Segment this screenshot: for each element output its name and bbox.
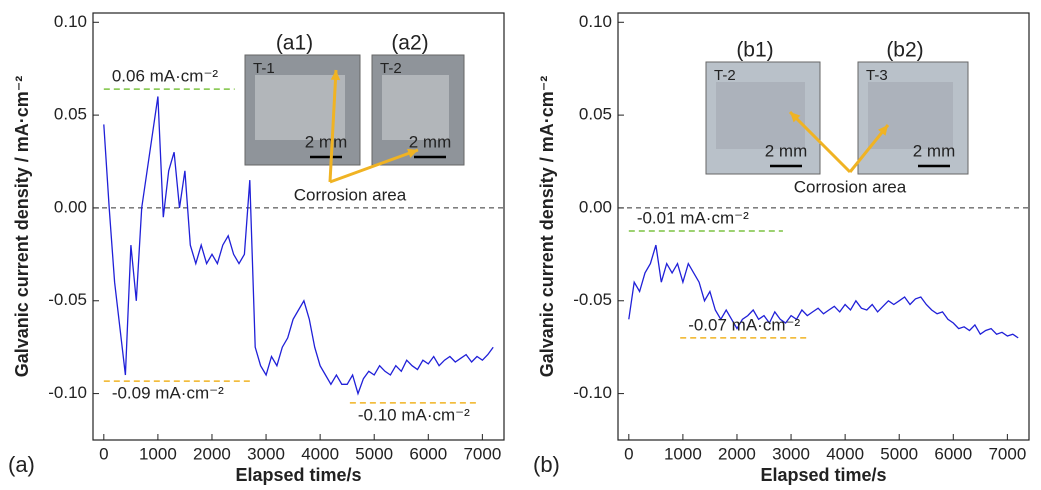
callout-arrow [848, 124, 890, 173]
y-tick-label: 0.00 [579, 197, 612, 216]
y-tick-label: -0.10 [573, 383, 612, 402]
x-tick-label: 1000 [139, 444, 177, 463]
inset-texture [255, 75, 345, 140]
inset-tag: T-1 [253, 60, 275, 77]
annotation-label: 0.06 mA·cm⁻² [112, 67, 219, 86]
x-tick-label: 6000 [934, 444, 972, 463]
y-tick-label: 0.05 [579, 105, 612, 124]
plot-frame [617, 12, 1030, 441]
inset-label: (a1) [276, 32, 313, 55]
x-tick-label: 6000 [409, 444, 447, 463]
x-tick-label: 0 [624, 444, 633, 463]
inset-label: (b2) [886, 39, 923, 62]
x-tick-label: 0 [99, 444, 108, 463]
scale-label: 2 mm [409, 132, 452, 151]
y-axis-label: Galvanic current density / mA·cm⁻² [537, 76, 557, 378]
x-tick-label: 2000 [718, 444, 756, 463]
y-axis-label: Galvanic current density / mA·cm⁻² [12, 76, 32, 378]
data-line [628, 244, 1019, 339]
arrow-head [790, 112, 801, 123]
x-tick-label: 2000 [193, 444, 231, 463]
x-tick-label: 3000 [247, 444, 285, 463]
inset-label: (a2) [391, 32, 428, 55]
x-axis-label: Elapsed time/s [760, 465, 886, 485]
x-tick-label: 7000 [988, 444, 1026, 463]
x-tick-label: 5000 [880, 444, 918, 463]
annotation-label: -0.01 mA·cm⁻² [637, 208, 749, 227]
x-axis-label: Elapsed time/s [235, 465, 361, 485]
y-tick-label: -0.05 [48, 290, 87, 309]
y-tick-label: 0.00 [54, 197, 87, 216]
annotation-label: -0.10 mA·cm⁻² [358, 405, 470, 424]
arrow-head [407, 148, 418, 158]
inset-tag: T-3 [866, 67, 888, 84]
data-line [103, 96, 494, 396]
inset-texture [382, 75, 449, 140]
x-tick-label: 5000 [355, 444, 393, 463]
x-tick-label: 4000 [301, 444, 339, 463]
scale-label: 2 mm [765, 141, 808, 160]
panel-label: (a) [8, 452, 35, 477]
arrow-head [878, 125, 888, 136]
y-tick-label: 0.05 [54, 105, 87, 124]
callout-label: Corrosion area [794, 177, 907, 196]
callout-arrow [329, 148, 419, 184]
callout-arrow [788, 110, 852, 174]
callout-arrow [328, 69, 338, 183]
callout-label: Corrosion area [294, 185, 407, 204]
x-tick-label: 4000 [826, 444, 864, 463]
x-tick-label: 1000 [664, 444, 702, 463]
y-tick-label: -0.05 [573, 290, 612, 309]
inset-texture [716, 82, 805, 149]
scale-label: 2 mm [305, 132, 348, 151]
x-tick-label: 7000 [463, 444, 501, 463]
inset-texture [868, 82, 953, 149]
y-tick-label: 0.10 [54, 12, 87, 31]
plot-frame [92, 12, 505, 441]
y-tick-label: -0.10 [48, 383, 87, 402]
x-tick-label: 3000 [772, 444, 810, 463]
inset-tag: T-2 [714, 67, 736, 84]
scale-label: 2 mm [913, 141, 956, 160]
annotation-label: -0.07 mA·cm⁻² [688, 315, 800, 334]
inset-label: (b1) [736, 39, 773, 62]
panel-label: (b) [533, 452, 560, 477]
annotation-label: -0.09 mA·cm⁻² [112, 384, 224, 403]
inset-tag: T-2 [380, 60, 402, 77]
y-tick-label: 0.10 [579, 12, 612, 31]
arrow-head [330, 70, 341, 81]
